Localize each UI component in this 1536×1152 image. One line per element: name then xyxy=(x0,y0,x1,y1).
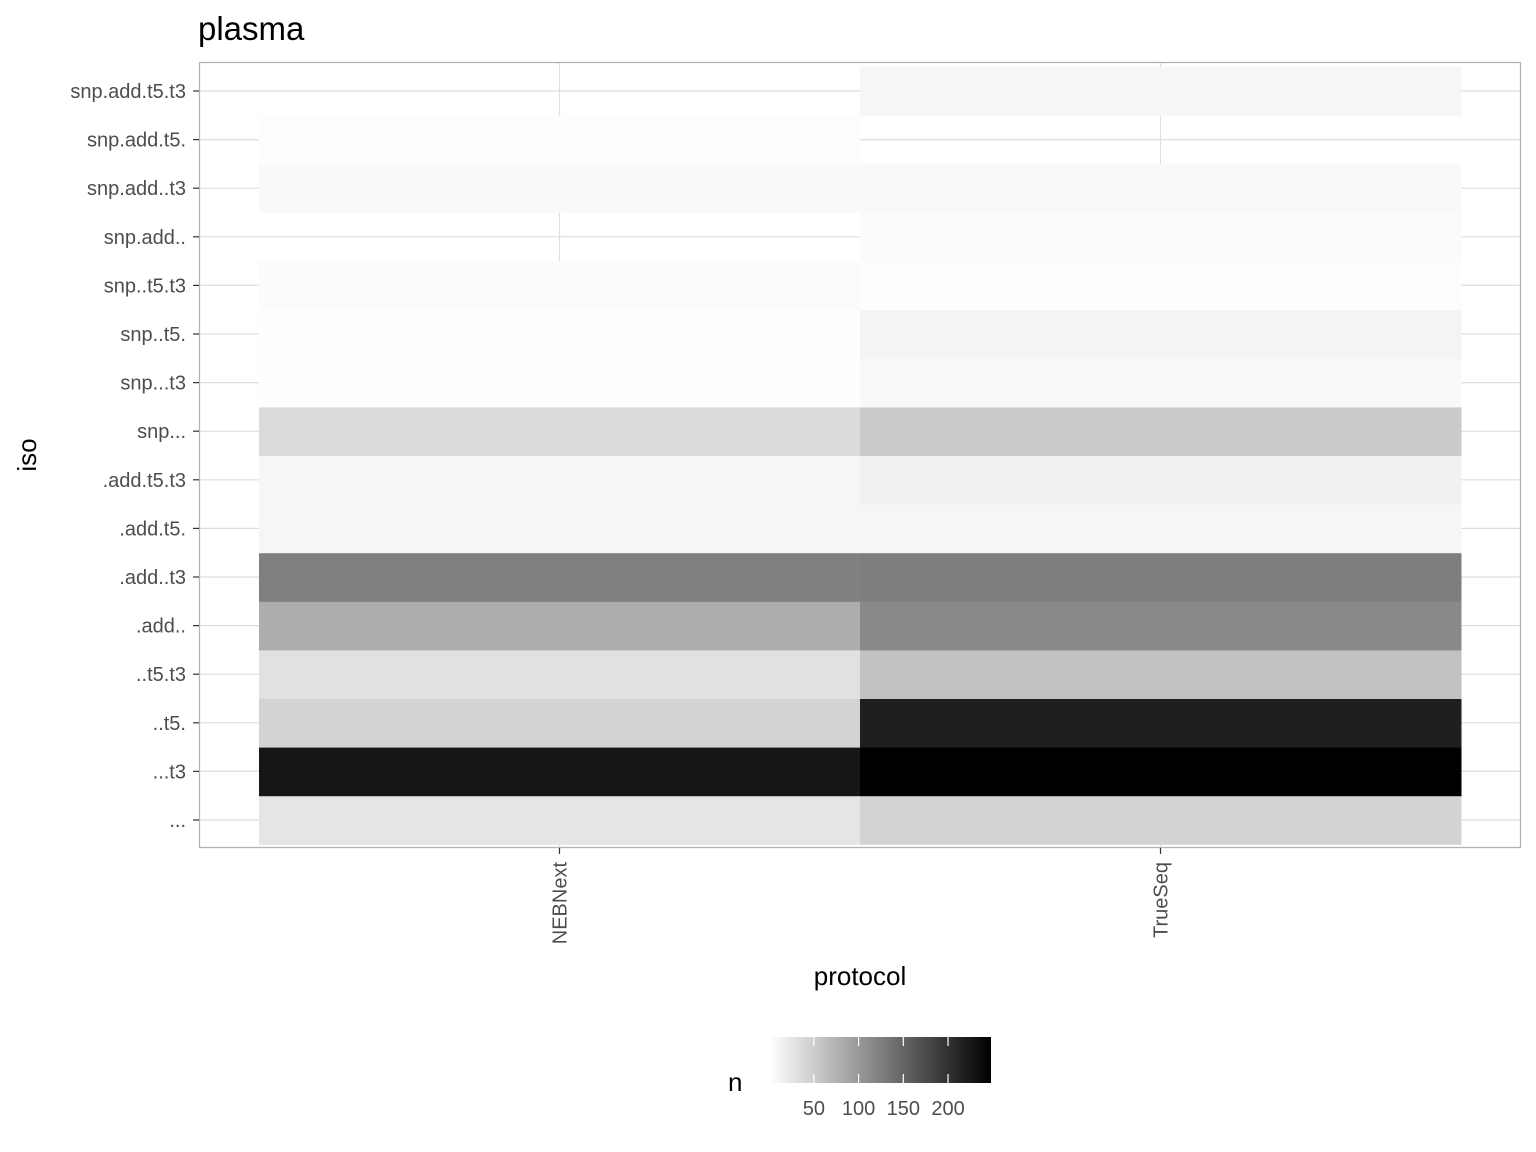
heatmap-cell xyxy=(259,163,861,213)
heatmap-cell xyxy=(259,795,861,845)
color-legend: n 50 100 150 200 xyxy=(728,1037,991,1120)
y-tick-label: snp.add.. xyxy=(104,227,186,249)
legend-tick-label: 200 xyxy=(931,1098,964,1120)
y-tick-label: .add..t3 xyxy=(119,567,186,589)
heatmap-cell xyxy=(259,601,861,651)
heatmap-cell xyxy=(259,504,861,554)
heatmap-cell xyxy=(860,601,1462,651)
heatmap-cell xyxy=(860,649,1462,699)
y-tick-label: snp.add.t5.t3 xyxy=(70,81,186,103)
legend-colorbar xyxy=(770,1037,991,1083)
heatmap-cell xyxy=(860,358,1462,408)
heatmap-cell xyxy=(259,261,861,311)
y-tick-label: snp...t3 xyxy=(120,373,186,395)
heatmap-cell xyxy=(860,212,1462,262)
y-tick-label: snp..t5. xyxy=(120,324,186,346)
heatmap-cells xyxy=(259,66,1462,845)
y-tick-label: .add.t5.t3 xyxy=(103,470,186,492)
heatmap-cell xyxy=(259,747,861,797)
heatmap-cell xyxy=(259,455,861,505)
heatmap-cell xyxy=(860,163,1462,213)
x-axis-title: protocol xyxy=(814,961,907,991)
heatmap-cell xyxy=(259,698,861,748)
heatmap-cell xyxy=(860,261,1462,311)
heatmap-cell xyxy=(860,747,1462,797)
y-tick-label: .add.. xyxy=(136,616,186,638)
heatmap-cell xyxy=(259,406,861,456)
heatmap-cell xyxy=(259,115,861,165)
chart-title: plasma xyxy=(198,10,305,47)
heatmap-cell xyxy=(860,795,1462,845)
y-axis-title: iso xyxy=(12,438,42,471)
heatmap-cell xyxy=(259,309,861,359)
y-tick-label: ... xyxy=(169,810,186,832)
y-tick-label: .add.t5. xyxy=(119,518,186,540)
heatmap-cell xyxy=(259,552,861,602)
x-tick-label: NEBNext xyxy=(550,862,572,945)
heatmap-cell xyxy=(860,455,1462,505)
y-tick-label: snp... xyxy=(137,421,186,443)
y-tick-label: ..t5.t3 xyxy=(136,664,186,686)
x-tick-label: TrueSeq xyxy=(1151,862,1173,938)
y-tick-label: ..t5. xyxy=(153,713,186,735)
heatmap-cell xyxy=(860,309,1462,359)
panel-border xyxy=(198,61,1522,849)
y-tick-label: ...t3 xyxy=(153,761,186,783)
legend-title: n xyxy=(728,1067,742,1097)
heatmap-cell xyxy=(259,358,861,408)
heatmap-cell xyxy=(259,649,861,699)
heatmap-cell xyxy=(860,66,1462,116)
y-axis-ticks: ... ...t3 ..t5. ..t5.t3 .add.. .add..t3 .add.t… xyxy=(70,81,199,832)
heatmap-cell xyxy=(860,552,1462,602)
y-tick-label: snp.add.t5. xyxy=(87,130,186,152)
heatmap-cell xyxy=(860,504,1462,554)
x-axis-ticks: NEBNext TrueSeq xyxy=(550,848,1173,944)
legend-tick-label: 50 xyxy=(803,1098,825,1120)
heatmap-cell xyxy=(860,406,1462,456)
y-tick-label: snp.add..t3 xyxy=(87,178,186,200)
legend-ticks: 50 100 150 200 xyxy=(803,1037,965,1120)
legend-tick-label: 100 xyxy=(842,1098,875,1120)
y-tick-label: snp..t5.t3 xyxy=(104,275,186,297)
heatmap-cell xyxy=(860,698,1462,748)
legend-tick-label: 150 xyxy=(887,1098,920,1120)
